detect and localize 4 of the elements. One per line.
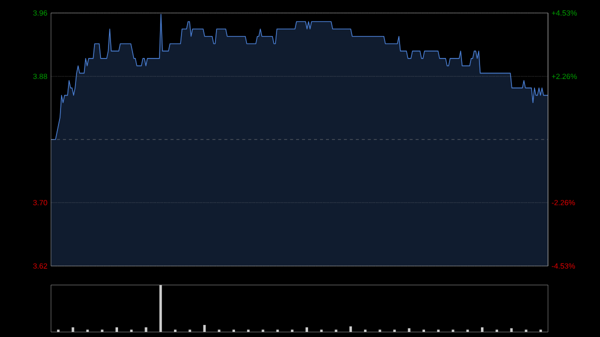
bar: [203, 324, 206, 332]
bar: [510, 328, 513, 332]
bar: [159, 285, 162, 332]
bar: [408, 328, 410, 332]
